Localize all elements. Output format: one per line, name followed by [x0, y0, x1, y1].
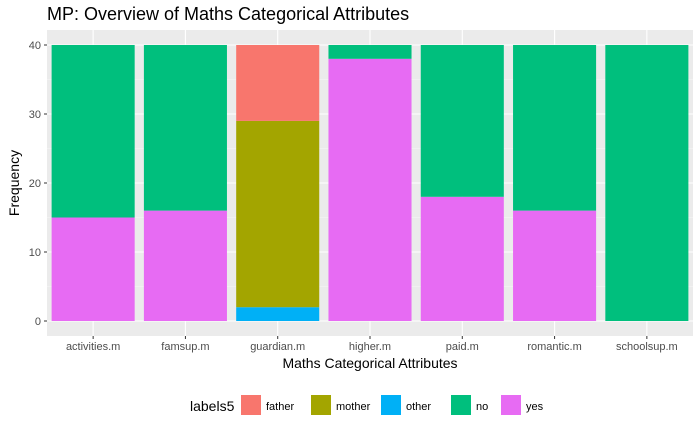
bar-segment-yes: [143, 210, 227, 321]
legend-key-yes: [501, 395, 521, 415]
y-tick-label: 10: [29, 247, 41, 259]
y-axis: 0 10 20 30 40: [29, 40, 47, 328]
y-tick-label: 30: [29, 109, 41, 121]
bar-segment-yes: [513, 210, 597, 321]
bar-segment-no: [605, 45, 689, 321]
x-tick-label: romantic.m: [527, 341, 581, 353]
bar-segment-no: [328, 45, 412, 59]
legend-key-mother: [311, 395, 331, 415]
legend-title: labels5: [190, 398, 235, 414]
bar-segment-no: [513, 45, 597, 211]
y-tick-label: 40: [29, 40, 41, 52]
legend-label-yes: yes: [526, 401, 544, 413]
bar-segment-yes: [328, 58, 412, 322]
bar-segment-father: [236, 45, 320, 121]
legend-key-other: [381, 395, 401, 415]
legend-key-father: [241, 395, 261, 415]
bar-segment-no: [51, 45, 135, 218]
x-tick-label: activities.m: [66, 341, 120, 353]
legend-label-mother: mother: [336, 401, 371, 413]
x-tick-label: guardian.m: [250, 341, 305, 353]
y-axis-title: Frequency: [6, 150, 22, 216]
legend-label-no: no: [476, 401, 488, 413]
bar-segment-no: [420, 45, 504, 197]
bar-segment-yes: [420, 196, 504, 321]
y-tick-label: 20: [29, 178, 41, 190]
x-tick-label: paid.m: [446, 341, 479, 353]
chart-title: MP: Overview of Maths Categorical Attrib…: [47, 4, 409, 24]
bar-segment-yes: [51, 217, 135, 321]
x-axis-title: Maths Categorical Attributes: [282, 355, 457, 371]
bars: [51, 45, 689, 322]
legend-label-father: father: [266, 401, 294, 413]
bar-segment-no: [143, 45, 227, 211]
x-tick-label: higher.m: [349, 341, 391, 353]
bar-segment-other: [236, 307, 320, 321]
x-tick-label: schoolsup.m: [616, 341, 678, 353]
legend: labels5 father mother other no yes: [190, 395, 544, 415]
y-tick-label: 0: [35, 316, 41, 328]
x-tick-label: famsup.m: [161, 341, 209, 353]
legend-label-other: other: [406, 401, 431, 413]
x-axis: activities.m famsup.m guardian.m higher.m pa…: [66, 336, 678, 353]
legend-key-no: [451, 395, 471, 415]
bar-segment-mother: [236, 120, 320, 308]
